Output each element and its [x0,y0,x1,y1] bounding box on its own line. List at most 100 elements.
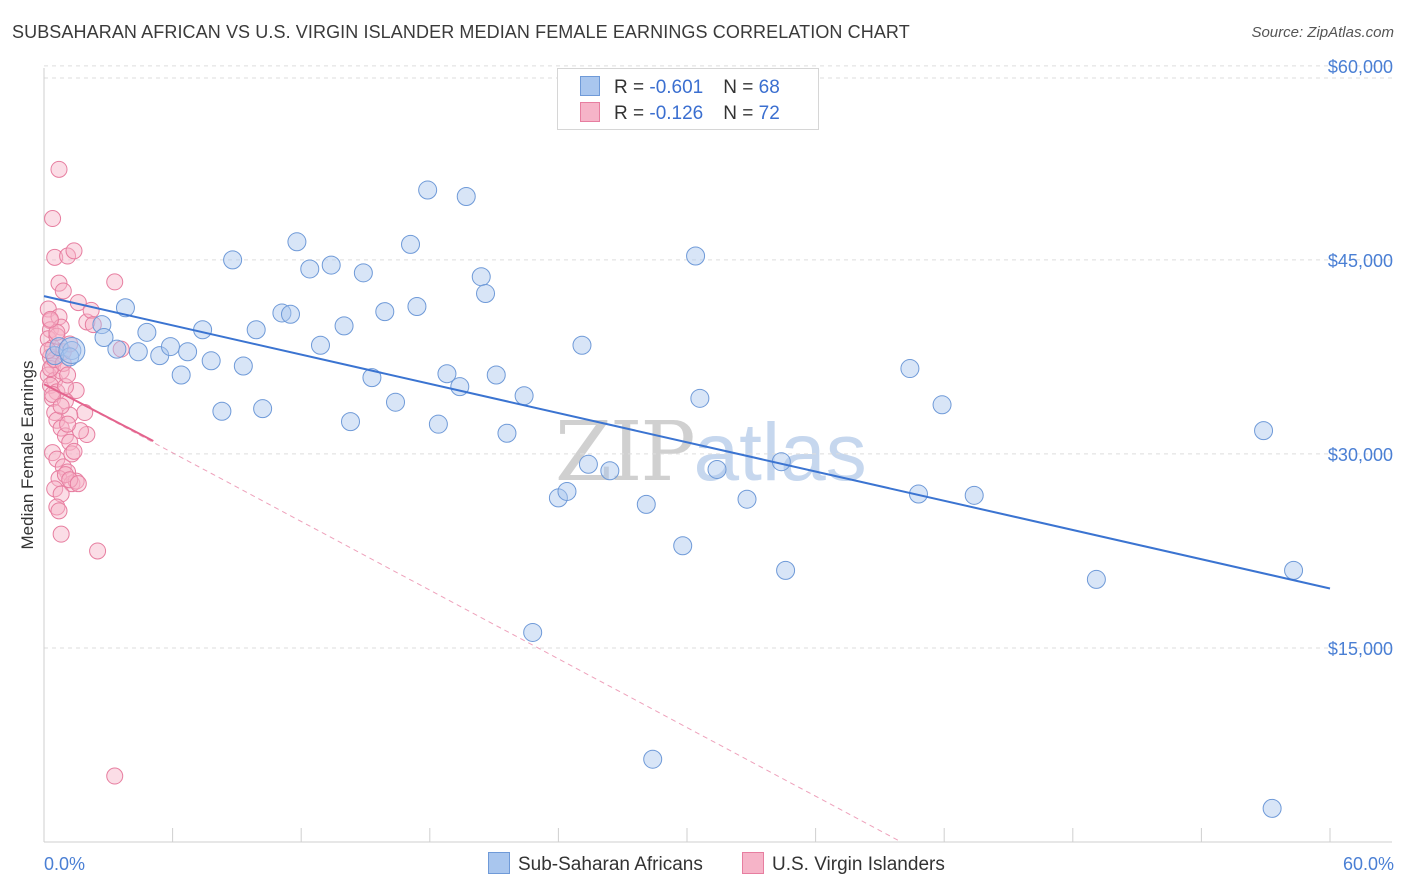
data-point-sub-saharan [246,320,266,340]
data-point-sub-saharan [107,339,127,359]
watermark: ZIPatlas [555,405,867,500]
data-point-sub-saharan [334,316,354,336]
bottom-legend-label: U.S. Virgin Islanders [772,854,945,875]
data-point-sub-saharan [115,298,135,318]
data-point-sub-saharan [471,267,491,287]
data-point-sub-saharan [1284,560,1304,580]
legend-r-label: R = [614,103,650,124]
data-point-virgin-islander [67,472,85,490]
data-point-sub-saharan [636,494,656,514]
data-point-virgin-islander [67,382,85,400]
data-point-sub-saharan [160,337,180,357]
data-point-sub-saharan [900,359,920,379]
data-point-sub-saharan [557,481,577,501]
data-point-sub-saharan [1254,421,1274,441]
trend-line-sub-saharan [43,295,1331,590]
data-point-sub-saharan [456,187,476,207]
source-label: Source: ZipAtlas.com [1251,24,1394,41]
correlation-legend: R = -0.601 N = 68 R = -0.126 N = 72 [557,68,819,130]
legend-row-virgin-islanders: R = -0.126 N = 72 [580,102,780,126]
data-point-sub-saharan [578,454,598,474]
bottom-legend-sub-saharan: Sub-Saharan Africans [488,852,703,876]
data-point-sub-saharan [280,304,300,324]
y-tick-label: $60,000 [1328,57,1393,77]
y-tick-label: $30,000 [1328,445,1393,465]
data-point-virgin-islander [50,502,68,520]
data-point-sub-saharan [514,386,534,406]
data-point-sub-saharan [310,335,330,355]
data-point-sub-saharan [776,560,796,580]
data-point-sub-saharan [340,412,360,432]
axis-labels: $15,000 $30,000 $45,000 $60,000 0.0% 60.0% Med… [18,57,1394,874]
data-point-virgin-islander [52,525,70,543]
chart-title: SUBSAHARAN AFRICAN VS U.S. VIRGIN ISLAND… [12,22,910,42]
data-point-sub-saharan [497,423,517,443]
series-us-virgin-islanders [39,160,130,785]
data-point-sub-saharan [600,461,620,481]
data-point-sub-saharan [428,414,448,434]
legend-r-label: R = [614,77,650,98]
data-point-sub-saharan [418,180,438,200]
data-point-sub-saharan [212,401,232,421]
data-point-virgin-islander [46,248,64,266]
data-point-sub-saharan [137,322,157,342]
data-point-sub-saharan [737,489,757,509]
data-point-sub-saharan [686,246,706,266]
data-point-sub-saharan [353,263,373,283]
data-point-sub-saharan [386,392,406,412]
data-point-virgin-islander [59,366,77,384]
data-point-virgin-islander [54,282,72,300]
data-point-sub-saharan [932,395,952,415]
data-point-sub-saharan [171,365,191,385]
series-sub-saharan-africans [45,180,1304,818]
data-point-sub-saharan [375,302,395,322]
data-point-virgin-islander [61,471,79,489]
data-point-sub-saharan [707,459,727,479]
data-point-virgin-islander [52,485,70,503]
data-point-sub-saharan [223,250,243,270]
data-point-sub-saharan [673,536,693,556]
y-axis-title: Median Female Earnings [18,361,37,550]
bottom-legend-swatch-blue [488,852,510,874]
data-point-virgin-islander [106,767,124,785]
data-point-sub-saharan [362,368,382,388]
axes [43,68,1392,843]
data-point-sub-saharan [643,749,663,769]
data-point-virgin-islander [52,397,70,415]
y-tick-label: $45,000 [1328,251,1393,271]
data-point-virgin-islander [89,542,107,560]
data-point-sub-saharan [253,399,273,419]
data-point-virgin-islander [65,242,83,260]
data-point-sub-saharan [201,351,221,371]
x-tick-label-max: 60.0% [1343,854,1394,874]
trend-line-virgin-islanders [43,383,154,442]
data-point-sub-saharan [1086,569,1106,589]
data-point-sub-saharan [287,232,307,252]
data-point-sub-saharan-cluster [58,336,86,364]
data-point-virgin-islander [69,475,87,493]
bottom-legend-swatch-pink [742,852,764,874]
data-point-virgin-islander [59,415,77,433]
legend-swatch-blue [580,76,600,96]
data-point-virgin-islander [41,310,59,328]
data-point-sub-saharan [572,335,592,355]
data-point-sub-saharan [964,485,984,505]
legend-n-value: 68 [758,77,780,98]
data-point-sub-saharan [401,234,421,254]
data-point-sub-saharan [523,622,543,642]
data-point-sub-saharan [233,356,253,376]
trend-line-virgin-islanders-extended [43,383,902,843]
bottom-legend-virgin-islanders: U.S. Virgin Islanders [742,852,945,876]
data-point-sub-saharan [407,296,427,316]
legend-row-sub-saharan: R = -0.601 N = 68 [580,76,780,100]
legend-swatch-pink [580,102,600,122]
data-point-sub-saharan [690,388,710,408]
data-point-sub-saharan [486,365,506,385]
legend-r-value: -0.601 [649,77,704,98]
legend-r-value: -0.126 [649,103,704,124]
data-point-virgin-islander [106,273,124,291]
y-tick-label: $15,000 [1328,639,1393,659]
data-point-virgin-islander [44,210,62,228]
trend-lines [43,295,1331,843]
